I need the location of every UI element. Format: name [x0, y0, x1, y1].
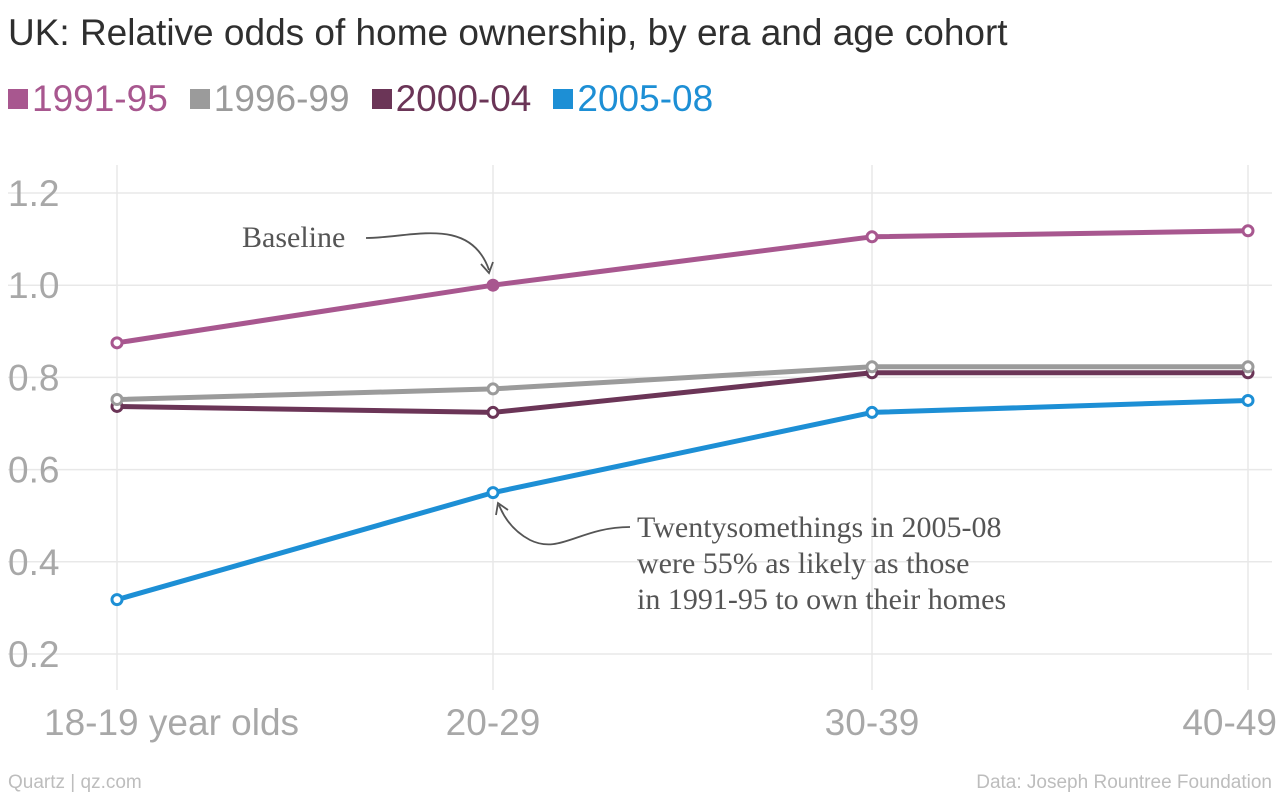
- data-point: [110, 593, 124, 607]
- series-line-2005-08: [114, 397, 1251, 603]
- legend-swatch: [189, 89, 210, 109]
- y-tick-label: 0.6: [8, 450, 59, 491]
- data-point: [486, 382, 500, 396]
- data-point: [110, 393, 124, 407]
- annotation-arrowhead-baseline: [480, 261, 494, 275]
- data-point: [865, 230, 879, 244]
- legend-item: 2005-08: [553, 78, 713, 120]
- annotation-arrow-twentysomethings: [498, 504, 631, 546]
- annotation-twentysomethings-line: were 55% as likely as those: [637, 547, 969, 580]
- series-line-2000-04: [114, 370, 1251, 415]
- legend-label: 1991-95: [32, 78, 168, 119]
- annotation-baseline: Baseline: [242, 221, 345, 254]
- data-point: [1241, 224, 1255, 238]
- legend-item: 1996-99: [189, 78, 350, 120]
- legend-label: 2005-08: [577, 78, 714, 119]
- data-point: [865, 360, 879, 374]
- y-tick-label: 0.4: [8, 542, 59, 583]
- x-tick-label: 20-29: [446, 702, 541, 743]
- annotation-twentysomethings-line: in 1991-95 to own their homes: [637, 583, 1006, 616]
- legend: 1991-95 1996-99 2000-04 2005-08: [8, 78, 713, 120]
- annotation-arrow-baseline: [365, 232, 490, 271]
- legend-item: 2000-04: [371, 78, 532, 120]
- y-tick-label: 1.2: [8, 173, 59, 214]
- x-tick-label: 30-39: [825, 702, 920, 743]
- data-point: [486, 405, 500, 419]
- data-point: [865, 405, 879, 419]
- y-tick-label: 1.0: [8, 265, 59, 306]
- legend-swatch: [8, 89, 28, 109]
- grid: [8, 165, 1272, 690]
- data-point: [1241, 393, 1255, 407]
- series-group: [110, 224, 1255, 607]
- chart-title: UK: Relative odds of home ownership, by …: [8, 12, 1008, 53]
- legend-label: 1996-99: [213, 78, 350, 119]
- series-line-1991-95: [114, 228, 1251, 346]
- x-tick-label: 40-49: [1182, 702, 1277, 743]
- legend-label: 2000-04: [395, 78, 532, 119]
- legend-swatch: [371, 89, 392, 109]
- data-point: [486, 486, 500, 500]
- y-tick-label: 0.2: [8, 634, 59, 675]
- data-point: [486, 278, 500, 292]
- series-line-1996-99: [114, 364, 1251, 403]
- legend-swatch: [553, 89, 574, 109]
- y-tick-label: 0.8: [8, 357, 59, 398]
- data-point: [110, 336, 124, 350]
- data-point: [1241, 360, 1255, 374]
- legend-item: 1991-95: [8, 78, 168, 120]
- annotations: Baseline Twentysomethings in 2005-08were …: [242, 221, 1006, 616]
- source-credit: Quartz | qz.com: [8, 772, 142, 793]
- annotation-arrowhead-twentysomethings: [495, 501, 509, 516]
- x-tick-label: 18-19 year olds: [44, 702, 299, 743]
- data-source: Data: Joseph Rountree Foundation: [976, 772, 1272, 793]
- annotation-twentysomethings-line: Twentysomethings in 2005-08: [637, 511, 1002, 544]
